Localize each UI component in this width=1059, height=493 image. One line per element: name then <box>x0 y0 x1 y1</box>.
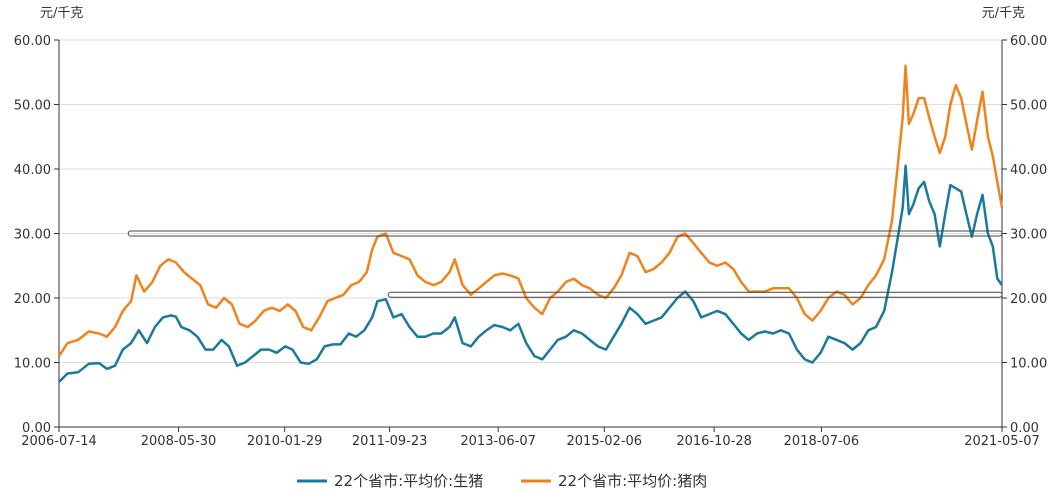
y-tick-label-right: 60.00 <box>1010 34 1047 49</box>
legend: 22个省市:平均价:生猪 22个省市:平均价:猪肉 <box>297 472 707 490</box>
y-tick-label-left: 50.00 <box>14 99 51 114</box>
y-tick-label-right: 10.00 <box>1010 357 1047 372</box>
legend-label-hog: 22个省市:平均价:生猪 <box>334 472 483 490</box>
y-axis-left: 0.00 10.00 20.00 30.00 40.00 50.00 60.00 <box>14 34 60 436</box>
x-tick-label: 2013-06-07 <box>460 434 536 449</box>
y-tick-label-left: 10.00 <box>14 357 51 372</box>
y-tick-label-left: 0.00 <box>22 421 51 436</box>
left-unit-label: 元/千克 <box>40 6 83 21</box>
x-tick-label: 2008-05-30 <box>141 434 217 449</box>
x-tick-label: 2021-05-07 <box>964 434 1040 449</box>
reference-box-1 <box>387 291 1003 298</box>
y-tick-label-right: 0.00 <box>1010 421 1039 436</box>
x-tick-label: 2018-07-06 <box>784 434 860 449</box>
reference-box-0 <box>127 230 1003 237</box>
y-tick-label-right: 40.00 <box>1010 163 1047 178</box>
y-tick-label-left: 20.00 <box>14 292 51 307</box>
series-line-0 <box>58 164 1004 383</box>
y-axis-right: 0.00 10.00 20.00 30.00 40.00 50.00 60.00 <box>1001 34 1047 436</box>
y-tick-label-left: 30.00 <box>14 228 51 243</box>
y-tick-label-right: 50.00 <box>1010 99 1047 114</box>
legend-label-pork: 22个省市:平均价:猪肉 <box>558 472 707 490</box>
reference-boxes <box>127 230 1003 298</box>
x-tick-label: 2011-09-23 <box>352 434 428 449</box>
x-tick-label: 2006-07-14 <box>21 434 97 449</box>
y-tick-label-right: 30.00 <box>1010 228 1047 243</box>
x-tick-label: 2016-10-28 <box>676 434 752 449</box>
x-axis: 2006-07-14 2008-05-30 2010-01-29 2011-09-23… <box>21 426 1040 449</box>
series-line-1 <box>57 64 1004 357</box>
series-lines <box>57 64 1004 383</box>
grid <box>59 39 1002 428</box>
right-unit-label: 元/千克 <box>982 6 1025 21</box>
y-tick-label-left: 40.00 <box>14 163 51 178</box>
x-tick-label: 2010-01-29 <box>247 434 323 449</box>
x-tick-label: 2015-02-06 <box>567 434 643 449</box>
y-tick-label-right: 20.00 <box>1010 292 1047 307</box>
y-tick-label-left: 60.00 <box>14 34 51 49</box>
